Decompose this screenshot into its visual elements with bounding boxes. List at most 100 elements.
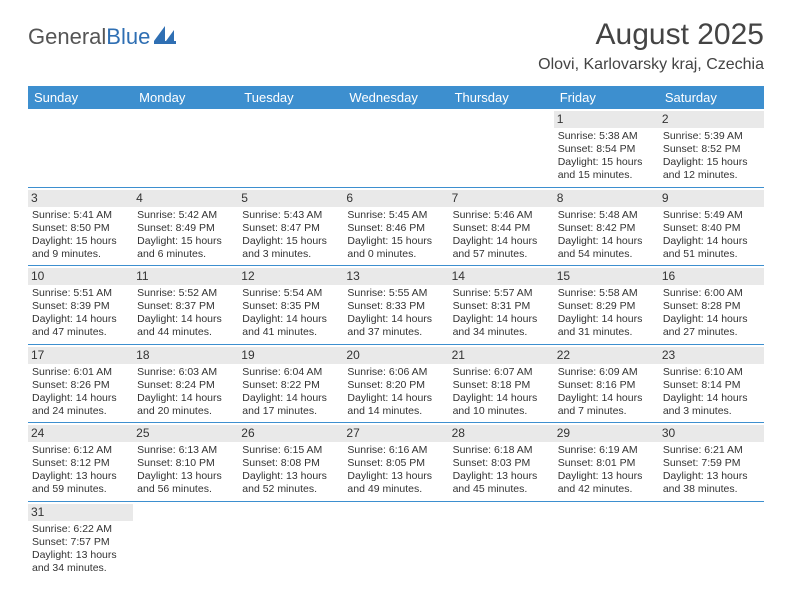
sunset-line: Sunset: 8:18 PM — [453, 379, 550, 392]
sunset-line: Sunset: 7:57 PM — [32, 536, 129, 549]
sunrise-line: Sunrise: 5:48 AM — [558, 209, 655, 222]
day-number: 14 — [449, 268, 554, 285]
sunset-line: Sunset: 8:05 PM — [347, 457, 444, 470]
day-details: Sunrise: 6:15 AMSunset: 8:08 PMDaylight:… — [242, 444, 339, 497]
sunrise-line: Sunrise: 5:39 AM — [663, 130, 760, 143]
logo-text: GeneralBlue — [28, 24, 150, 50]
calendar-cell: 30Sunrise: 6:21 AMSunset: 7:59 PMDayligh… — [659, 423, 764, 502]
day-details: Sunrise: 6:10 AMSunset: 8:14 PMDaylight:… — [663, 366, 760, 419]
day-details: Sunrise: 6:00 AMSunset: 8:28 PMDaylight:… — [663, 287, 760, 340]
daylight-line: Daylight: 14 hours and 10 minutes. — [453, 392, 550, 418]
day-details: Sunrise: 5:52 AMSunset: 8:37 PMDaylight:… — [137, 287, 234, 340]
calendar-cell — [133, 109, 238, 187]
logo-text-a: General — [28, 24, 106, 49]
sunrise-line: Sunrise: 6:16 AM — [347, 444, 444, 457]
day-number: 5 — [238, 190, 343, 207]
sunset-line: Sunset: 8:24 PM — [137, 379, 234, 392]
title-block: August 2025 Olovi, Karlovarsky kraj, Cze… — [538, 18, 764, 74]
day-details: Sunrise: 5:55 AMSunset: 8:33 PMDaylight:… — [347, 287, 444, 340]
day-number: 8 — [554, 190, 659, 207]
daylight-line: Daylight: 14 hours and 57 minutes. — [453, 235, 550, 261]
calendar-cell: 31Sunrise: 6:22 AMSunset: 7:57 PMDayligh… — [28, 501, 133, 579]
daylight-line: Daylight: 14 hours and 44 minutes. — [137, 313, 234, 339]
sunrise-line: Sunrise: 6:18 AM — [453, 444, 550, 457]
calendar-cell: 5Sunrise: 5:43 AMSunset: 8:47 PMDaylight… — [238, 187, 343, 266]
daylight-line: Daylight: 15 hours and 15 minutes. — [558, 156, 655, 182]
day-number-blank — [343, 504, 448, 521]
calendar-cell — [238, 109, 343, 187]
sunrise-line: Sunrise: 6:04 AM — [242, 366, 339, 379]
day-number: 25 — [133, 425, 238, 442]
daylight-line: Daylight: 15 hours and 3 minutes. — [242, 235, 339, 261]
sunrise-line: Sunrise: 6:10 AM — [663, 366, 760, 379]
day-number: 10 — [28, 268, 133, 285]
day-number-blank — [554, 504, 659, 521]
day-details: Sunrise: 6:12 AMSunset: 8:12 PMDaylight:… — [32, 444, 129, 497]
day-number: 1 — [554, 111, 659, 128]
sunset-line: Sunset: 8:40 PM — [663, 222, 760, 235]
weekday-header: Wednesday — [343, 86, 448, 109]
day-number: 11 — [133, 268, 238, 285]
sunrise-line: Sunrise: 5:58 AM — [558, 287, 655, 300]
day-number: 30 — [659, 425, 764, 442]
sunrise-line: Sunrise: 5:49 AM — [663, 209, 760, 222]
weekday-header: Monday — [133, 86, 238, 109]
sunrise-line: Sunrise: 5:41 AM — [32, 209, 129, 222]
day-number: 6 — [343, 190, 448, 207]
sunrise-line: Sunrise: 5:42 AM — [137, 209, 234, 222]
calendar-cell: 26Sunrise: 6:15 AMSunset: 8:08 PMDayligh… — [238, 423, 343, 502]
sunrise-line: Sunrise: 5:45 AM — [347, 209, 444, 222]
calendar-cell: 12Sunrise: 5:54 AMSunset: 8:35 PMDayligh… — [238, 266, 343, 345]
day-number-blank — [133, 111, 238, 128]
calendar-cell — [238, 501, 343, 579]
daylight-line: Daylight: 15 hours and 9 minutes. — [32, 235, 129, 261]
day-number-blank — [238, 504, 343, 521]
day-details: Sunrise: 6:19 AMSunset: 8:01 PMDaylight:… — [558, 444, 655, 497]
sunset-line: Sunset: 8:16 PM — [558, 379, 655, 392]
daylight-line: Daylight: 15 hours and 0 minutes. — [347, 235, 444, 261]
calendar-cell — [28, 109, 133, 187]
sunset-line: Sunset: 8:37 PM — [137, 300, 234, 313]
day-details: Sunrise: 6:07 AMSunset: 8:18 PMDaylight:… — [453, 366, 550, 419]
calendar-cell: 29Sunrise: 6:19 AMSunset: 8:01 PMDayligh… — [554, 423, 659, 502]
day-details: Sunrise: 6:06 AMSunset: 8:20 PMDaylight:… — [347, 366, 444, 419]
day-number-blank — [343, 111, 448, 128]
day-details: Sunrise: 5:41 AMSunset: 8:50 PMDaylight:… — [32, 209, 129, 262]
sunrise-line: Sunrise: 6:03 AM — [137, 366, 234, 379]
calendar-cell: 1 Sunrise: 5:38 AMSunset: 8:54 PMDaylight… — [554, 109, 659, 187]
sunrise-line: Sunrise: 5:51 AM — [32, 287, 129, 300]
calendar-cell: 6Sunrise: 5:45 AMSunset: 8:46 PMDaylight… — [343, 187, 448, 266]
calendar-cell — [133, 501, 238, 579]
day-details: Sunrise: 5:39 AMSunset: 8:52 PMDaylight:… — [663, 130, 760, 183]
day-number: 19 — [238, 347, 343, 364]
daylight-line: Daylight: 14 hours and 27 minutes. — [663, 313, 760, 339]
daylight-line: Daylight: 13 hours and 56 minutes. — [137, 470, 234, 496]
sunrise-line: Sunrise: 6:13 AM — [137, 444, 234, 457]
day-number-blank — [133, 504, 238, 521]
calendar-cell: 24Sunrise: 6:12 AMSunset: 8:12 PMDayligh… — [28, 423, 133, 502]
sunset-line: Sunset: 8:31 PM — [453, 300, 550, 313]
daylight-line: Daylight: 14 hours and 17 minutes. — [242, 392, 339, 418]
day-number: 4 — [133, 190, 238, 207]
day-details: Sunrise: 5:38 AMSunset: 8:54 PMDaylight:… — [558, 130, 655, 183]
day-number: 12 — [238, 268, 343, 285]
calendar-cell: 18Sunrise: 6:03 AMSunset: 8:24 PMDayligh… — [133, 344, 238, 423]
daylight-line: Daylight: 13 hours and 45 minutes. — [453, 470, 550, 496]
sunset-line: Sunset: 8:50 PM — [32, 222, 129, 235]
calendar-cell — [343, 109, 448, 187]
calendar-cell: 14Sunrise: 5:57 AMSunset: 8:31 PMDayligh… — [449, 266, 554, 345]
sunrise-line: Sunrise: 6:12 AM — [32, 444, 129, 457]
sunrise-line: Sunrise: 6:00 AM — [663, 287, 760, 300]
day-details: Sunrise: 6:03 AMSunset: 8:24 PMDaylight:… — [137, 366, 234, 419]
sunset-line: Sunset: 8:10 PM — [137, 457, 234, 470]
logo: GeneralBlue — [28, 18, 176, 50]
sunset-line: Sunset: 8:33 PM — [347, 300, 444, 313]
day-number: 15 — [554, 268, 659, 285]
calendar-row: 24Sunrise: 6:12 AMSunset: 8:12 PMDayligh… — [28, 423, 764, 502]
day-number: 16 — [659, 268, 764, 285]
day-number: 31 — [28, 504, 133, 521]
day-details: Sunrise: 5:51 AMSunset: 8:39 PMDaylight:… — [32, 287, 129, 340]
calendar-cell: 13Sunrise: 5:55 AMSunset: 8:33 PMDayligh… — [343, 266, 448, 345]
calendar-cell: 7Sunrise: 5:46 AMSunset: 8:44 PMDaylight… — [449, 187, 554, 266]
sunset-line: Sunset: 7:59 PM — [663, 457, 760, 470]
